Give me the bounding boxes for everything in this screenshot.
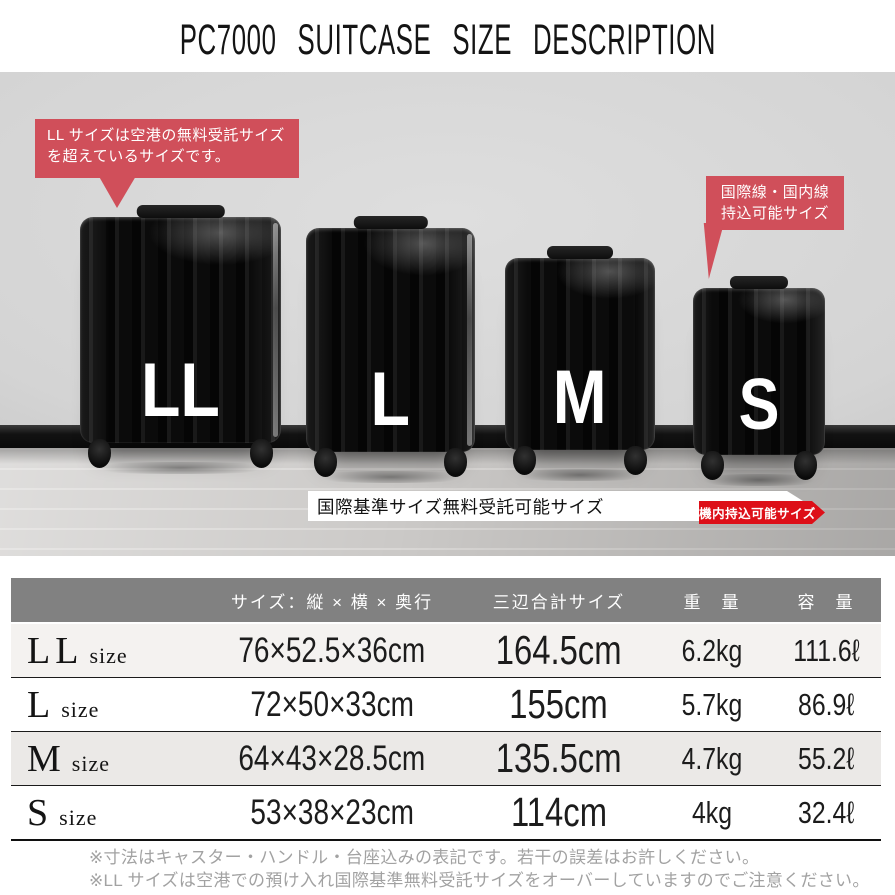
suitcase-s-label: S <box>693 369 825 441</box>
suitcase-s-label-text: S <box>738 365 780 445</box>
row-ll-size-suffix: size <box>89 642 128 668</box>
suitcase-ll-wheel-left <box>88 439 111 468</box>
suitcase-ll-label-text: LL <box>141 348 220 433</box>
row-ll-size-name: LL size <box>11 629 199 673</box>
size-spec-table: サイズ：縦 × 横 × 奥行 三辺合計サイズ 重 量 容 量 LL size 76… <box>11 578 881 841</box>
suitcase-m-label-text: M <box>553 355 607 440</box>
page-title: PC7000 SUITCASE SIZE DESCRIPTION <box>0 16 895 65</box>
row-l-size-letter: L <box>27 683 56 726</box>
header-dimensions: サイズ：縦 × 横 × 奥行 <box>230 592 434 612</box>
footnote-ll-warning: ※LL サイズは空港での預け入れ国際基準無料受託サイズをオーバーしていますのでご… <box>89 871 870 890</box>
row-s-weight: 4kg <box>691 794 732 830</box>
suitcase-ll-handle <box>136 205 225 218</box>
header-total-size: 三辺合計サイズ <box>492 592 626 612</box>
suitcase-m: M <box>493 246 667 481</box>
row-s-size-suffix: size <box>59 804 98 830</box>
callout-carryon-size: 国際線・国内線 持込可能サイズ <box>706 176 844 230</box>
row-l-total: 155cm <box>509 681 609 727</box>
row-m-dimensions: 64×43×28.5cm <box>238 738 426 778</box>
footnote-measurement: ※寸法はキャスター・ハンドル・台座込みの表記です。若干の誤差はお許しください。 <box>89 848 760 867</box>
suitcase-s: S <box>681 276 837 486</box>
suitcase-l-wheel-right <box>444 448 467 477</box>
callout-ll-oversize: LL サイズは空港の無料受託サイズ を超えているサイズです。 <box>35 119 299 178</box>
row-l-capacity: 86.9ℓ <box>797 686 855 722</box>
suitcase-s-wheel-left <box>701 451 724 480</box>
suitcase-s-wheel-right <box>794 451 817 480</box>
row-s-size-letter: S <box>27 791 54 834</box>
row-l-weight: 5.7kg <box>681 686 743 722</box>
suitcase-lineup-photo: LL L M <box>0 72 895 556</box>
suitcase-ll-shadow <box>68 462 293 474</box>
row-ll-size-letter: LL <box>27 629 84 672</box>
table-row-ll: LL size 76×52.5×36cm 164.5cm 6.2kg 111.6ℓ <box>11 624 881 678</box>
suitcase-l-wheel-left <box>314 448 337 477</box>
suitcase-m-shadow <box>493 469 667 481</box>
row-l-size-suffix: size <box>61 696 100 722</box>
row-s-dimensions: 53×38×23cm <box>250 792 414 832</box>
banner-cabin-carryon-text: 機内持込可能サイズ <box>699 507 816 521</box>
row-m-total: 135.5cm <box>496 735 622 781</box>
row-m-weight: 4.7kg <box>681 740 743 776</box>
suitcase-m-wheel-right <box>624 446 647 475</box>
row-ll-weight: 6.2kg <box>681 632 743 668</box>
banner-checked-size-text: 国際基準サイズ無料受託可能サイズ <box>317 496 604 517</box>
header-capacity: 容 量 <box>797 592 855 612</box>
footnotes: ※寸法はキャスター・ハンドル・台座込みの表記です。若干の誤差はお許しください。 … <box>89 846 870 892</box>
row-ll-total: 164.5cm <box>496 627 622 673</box>
header-weight: 重 量 <box>683 592 741 612</box>
suitcase-l-handle <box>353 216 428 229</box>
row-m-size-letter: M <box>27 737 66 780</box>
row-m-size-suffix: size <box>71 750 110 776</box>
suitcase-m-label: M <box>505 360 655 436</box>
suitcase-ll-wheel-right <box>250 439 273 468</box>
row-ll-dimensions: 76×52.5×36cm <box>238 630 426 670</box>
callout-ll-line2: を超えているサイズです。 <box>47 148 231 166</box>
callout-carryon-line2: 持込可能サイズ <box>720 205 830 223</box>
banner-cabin-carryon-badge: 機内持込可能サイズ <box>699 501 825 524</box>
suitcase-ll-label: LL <box>80 353 281 429</box>
suitcase-l-label: L <box>306 362 475 438</box>
row-s-capacity: 32.4ℓ <box>797 794 855 830</box>
page-title-text: PC7000 SUITCASE SIZE DESCRIPTION <box>179 16 716 64</box>
callout-ll-line1: LL サイズは空港の無料受託サイズ <box>47 127 285 144</box>
table-header-row: サイズ：縦 × 横 × 奥行 三辺合計サイズ 重 量 容 量 <box>11 578 881 622</box>
suitcase-ll: LL <box>68 205 293 474</box>
suitcase-m-wheel-left <box>513 446 536 475</box>
callout-carryon-line1: 国際線・国内線 <box>720 184 830 201</box>
row-l-dimensions: 72×50×33cm <box>250 684 414 724</box>
suitcase-l-shadow <box>294 471 487 483</box>
suitcase-l-label-text: L <box>370 357 411 442</box>
suitcase-s-handle <box>729 276 789 289</box>
row-s-total: 114cm <box>510 789 608 835</box>
suitcase-l: L <box>294 216 487 483</box>
suitcase-m-handle <box>547 246 613 259</box>
row-m-capacity: 55.2ℓ <box>797 740 855 776</box>
row-ll-capacity: 111.6ℓ <box>792 632 860 668</box>
